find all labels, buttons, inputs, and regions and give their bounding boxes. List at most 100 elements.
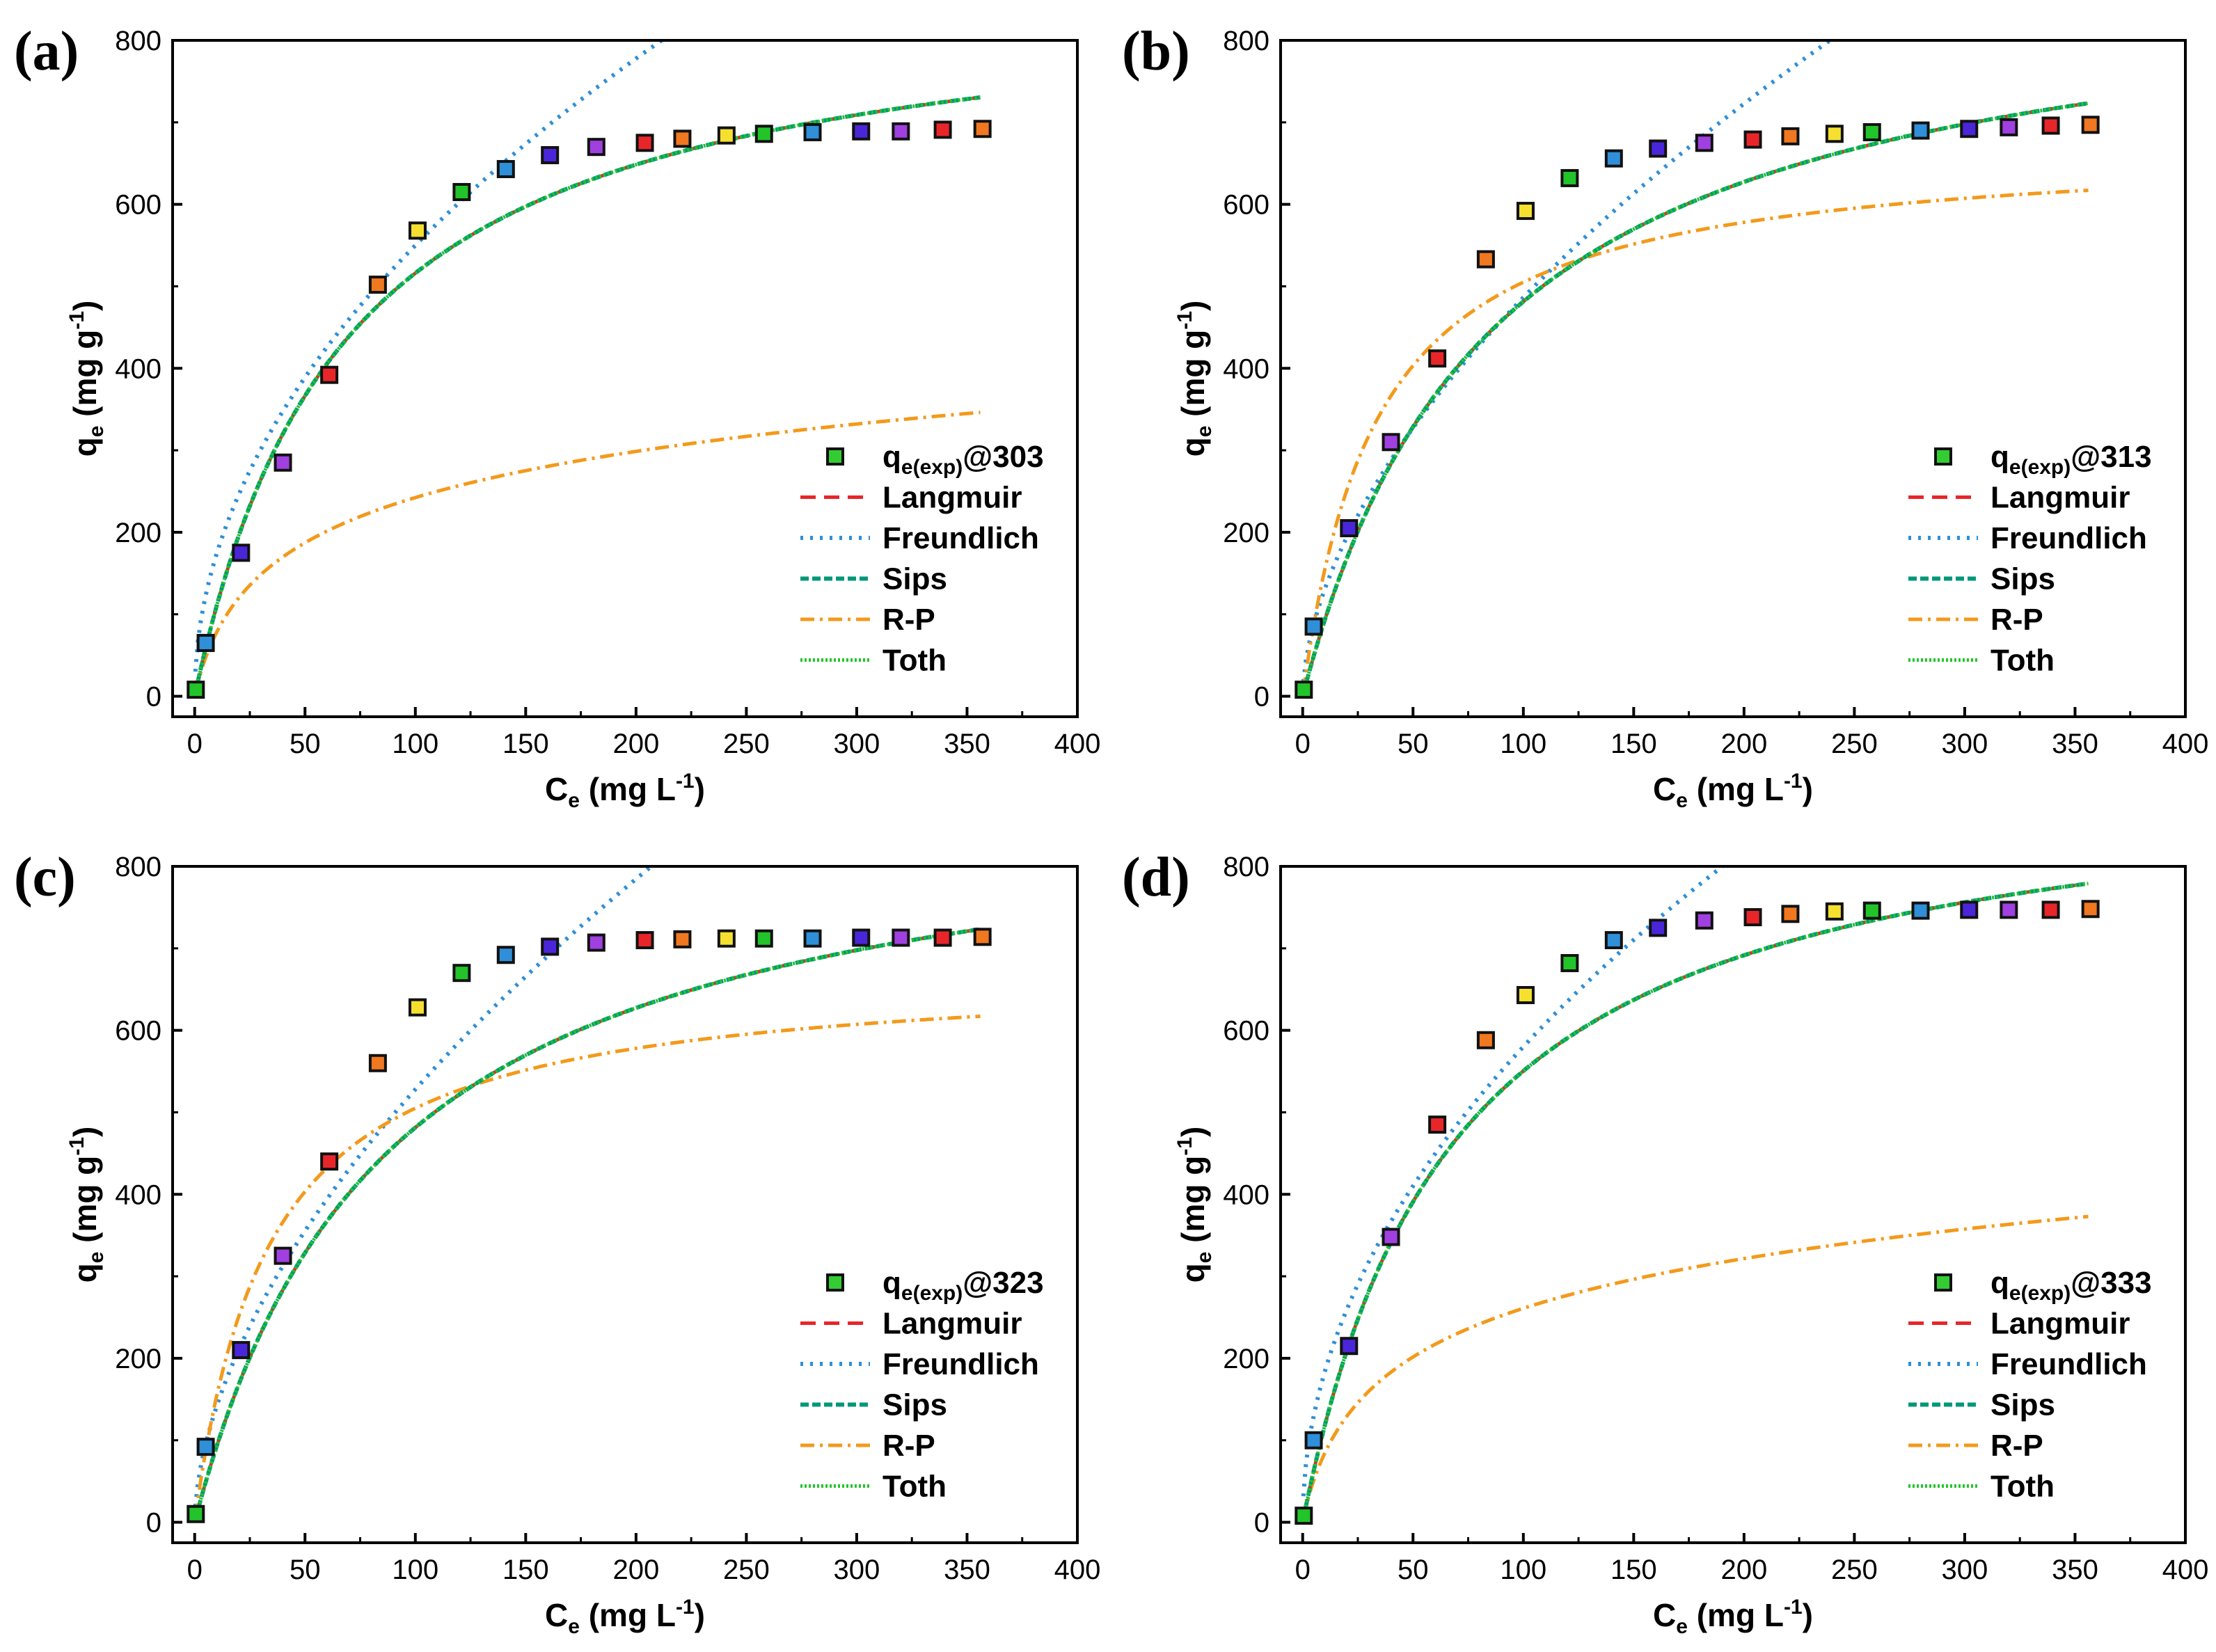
data-point	[673, 930, 692, 948]
curve-freundlich	[193, 40, 665, 672]
x-tick-label: 50	[1398, 1555, 1429, 1585]
x-tick-label: 400	[2162, 729, 2209, 759]
curve-sips	[1301, 101, 2089, 694]
y-axis-title-end: )	[67, 1127, 103, 1137]
x-tick-label: 300	[1942, 1555, 1988, 1585]
x-tick-label: 150	[1610, 1555, 1657, 1585]
data-point	[368, 276, 387, 294]
data-point	[635, 134, 654, 152]
x-axis-title: Ce (mg L-1)	[1653, 1596, 1813, 1638]
legend-label-freundlich: Freundlich	[1991, 1347, 2147, 1381]
curve-toth	[1301, 882, 2089, 1520]
data-point	[1604, 931, 1623, 950]
legend-label-sips: Sips	[883, 562, 947, 596]
legend-marker-exp	[1934, 1273, 1952, 1292]
data-point	[587, 138, 606, 157]
x-tick-label: 0	[187, 729, 203, 759]
y-tick-label: 600	[1223, 1016, 1269, 1047]
y-axis-title: qe (mg g-1)	[65, 1127, 108, 1283]
x-tick-label: 150	[502, 729, 549, 759]
y-axis-title: qe (mg g-1)	[65, 301, 108, 457]
legend-label-langmuir: Langmuir	[883, 1307, 1022, 1341]
legend-label-langmuir: Langmuir	[1991, 1307, 2130, 1341]
chart-svg: 0 50 100 150 200 250 300 350 400 0 200 400 600 800 Ce …	[14, 21, 1100, 812]
chart-svg: 0 50 100 150 200 250 300 350 400 0 200 400 600 800 Ce …	[1122, 21, 2209, 812]
x-axis-title-end: )	[695, 771, 705, 807]
data-point	[2081, 116, 2100, 134]
legend-label-toth: Toth	[883, 1470, 947, 1504]
y-axis-title-sub: e	[1193, 426, 1216, 438]
y-tick-label: 0	[146, 1508, 161, 1539]
y-tick-label: 600	[115, 1016, 161, 1047]
legend-exp-main: q	[883, 440, 901, 474]
x-axis-title-sup: -1	[676, 770, 695, 793]
x-axis-title-main: C	[545, 771, 568, 807]
x-tick-label: 100	[1500, 729, 1546, 759]
y-tick-label: 200	[115, 518, 161, 548]
x-tick-label: 250	[1831, 1555, 1878, 1585]
x-axis-title-unit: (mg L	[580, 771, 676, 807]
x-axis-title: Ce (mg L-1)	[545, 770, 705, 812]
curve-freundlich	[1301, 866, 1726, 1497]
y-tick-label: 400	[1223, 1180, 1269, 1210]
y-axis-title-main: q	[1175, 437, 1211, 456]
legend-label-rp: R-P	[1991, 1429, 2043, 1463]
legend-exp-sub: e(exp)	[901, 1282, 963, 1305]
data-point	[232, 1341, 251, 1360]
curve-freundlich	[193, 866, 655, 1507]
y-tick-label: 400	[115, 1180, 161, 1210]
data-point	[1960, 900, 1979, 919]
legend-marker-exp	[826, 447, 844, 466]
model-curves	[193, 40, 981, 694]
data-point	[232, 543, 251, 562]
y-axis-title-sup: -1	[1173, 311, 1196, 330]
legend-label-toth: Toth	[883, 644, 947, 678]
data-point	[1304, 1431, 1323, 1450]
y-axis-title-sup: -1	[1173, 1137, 1196, 1156]
x-axis-title-unit: (mg L	[580, 1597, 676, 1633]
data-point	[754, 929, 773, 948]
x-axis-title-sub: e	[1676, 1615, 1688, 1638]
x-tick-label: 350	[2052, 1555, 2098, 1585]
legend-label-rp: R-P	[883, 603, 935, 637]
y-tick-label: 200	[115, 1344, 161, 1374]
y-axis-title-sub: e	[1193, 1252, 1216, 1264]
data-point	[1476, 1031, 1495, 1049]
data-point	[1604, 149, 1623, 168]
data-point	[1649, 919, 1668, 937]
x-tick-label: 100	[392, 1555, 438, 1585]
legend-label-rp: R-P	[883, 1429, 935, 1463]
x-tick-label: 50	[290, 1555, 321, 1585]
y-axis-title: qe (mg g-1)	[1173, 1127, 1216, 1283]
y-axis-title-main: q	[1175, 1263, 1211, 1282]
legend-exp-main: q	[1991, 440, 2009, 474]
data-point	[2041, 116, 2060, 135]
legend-exp-sub: e(exp)	[901, 456, 963, 479]
data-point	[320, 365, 339, 384]
x-axis-title-main: C	[545, 1597, 568, 1633]
x-tick-label: 200	[612, 1555, 659, 1585]
data-point	[1825, 902, 1844, 921]
x-axis-title-sub: e	[568, 789, 580, 812]
x-tick-label: 250	[723, 1555, 770, 1585]
data-point	[496, 159, 515, 178]
legend-label-exp: qe(exp)@303	[883, 440, 1044, 479]
data-point	[1960, 120, 1979, 138]
y-tick-label: 200	[1223, 1344, 1269, 1374]
y-axis-title-end: )	[1175, 301, 1211, 311]
y-axis-title-sup: -1	[65, 311, 88, 330]
data-point	[673, 129, 692, 148]
y-tick-label: 600	[115, 190, 161, 221]
y-tick-label: 200	[1223, 518, 1269, 548]
x-tick-label: 350	[944, 1555, 990, 1585]
x-axis-title-sup: -1	[1784, 770, 1803, 793]
y-axis-title-unit: (mg g	[67, 1156, 103, 1252]
data-point	[973, 120, 992, 138]
data-point	[496, 946, 515, 964]
data-point	[1382, 433, 1400, 452]
data-point	[408, 221, 427, 240]
data-point	[852, 928, 871, 947]
data-point	[635, 931, 654, 950]
model-curves	[1301, 40, 2089, 694]
